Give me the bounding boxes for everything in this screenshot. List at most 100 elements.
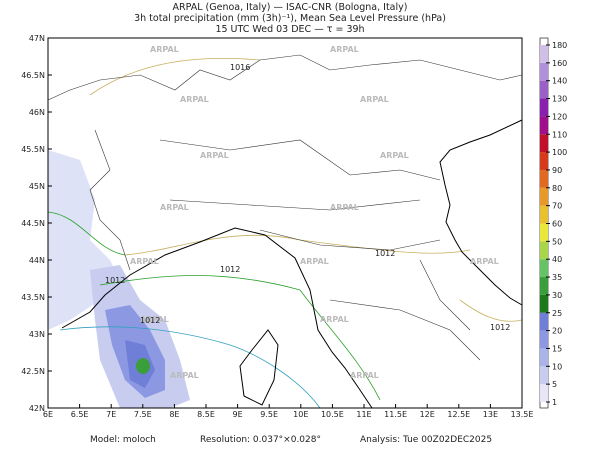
- border: [89, 129, 131, 271]
- colorbar-swatch: [540, 259, 548, 278]
- colorbar-swatch: [540, 116, 548, 135]
- lat-label: 45N: [29, 182, 45, 191]
- colorbar-label: 60: [552, 220, 562, 229]
- lat-label: 47N: [29, 34, 45, 43]
- isobar: [47, 211, 126, 256]
- lon-label: 11E: [356, 410, 371, 419]
- colorbar-swatch: [540, 80, 548, 99]
- lat-label: 46N: [29, 108, 45, 117]
- header-line: 15 UTC Wed 03 DEC — τ = 39h: [215, 24, 364, 35]
- lat-label: 44N: [29, 256, 45, 265]
- lat-label: 44.5N: [21, 219, 45, 228]
- watermark: ARPAL: [320, 315, 349, 324]
- lat-label: 42N: [29, 404, 45, 413]
- colorbar-label: 120: [552, 112, 567, 121]
- colorbar-swatch: [540, 241, 548, 260]
- watermark: ARPAL: [180, 95, 209, 104]
- watermark: ARPAL: [140, 315, 169, 324]
- lon-label: 11.5E: [384, 410, 407, 419]
- coastline: [239, 329, 279, 406]
- watermark: ARPAL: [150, 45, 179, 54]
- colorbar-label: 20: [552, 327, 562, 336]
- isobar: [89, 57, 261, 96]
- isobar-label: 1012: [105, 276, 125, 285]
- colorbar-label: 70: [552, 202, 562, 211]
- colorbar-swatch: [540, 62, 548, 81]
- lon-label: 9E: [233, 410, 243, 419]
- lon-label: 12E: [420, 410, 435, 419]
- lon-label: 6E: [43, 410, 53, 419]
- watermark: ARPAL: [160, 203, 189, 212]
- colorbar-swatch: [540, 205, 548, 224]
- lat-label: 43.5N: [21, 293, 45, 302]
- colorbar-swatch: [540, 294, 548, 313]
- precip-area: [136, 358, 150, 374]
- colorbar-label: 140: [552, 77, 567, 86]
- colorbar-swatch: [540, 223, 548, 242]
- colorbar-label: 40: [552, 255, 562, 264]
- colorbar-label: 10: [552, 362, 562, 371]
- colorbar-swatch: [540, 152, 548, 170]
- lon-label: 9.5E: [260, 410, 278, 419]
- watermark: ARPAL: [200, 151, 229, 160]
- map-area: [47, 37, 523, 409]
- isobar-label: 1012: [220, 265, 240, 274]
- colorbar-label: 5: [552, 380, 557, 389]
- footer-model: Model: moloch: [90, 435, 156, 445]
- colorbar-swatch: [540, 277, 548, 295]
- lon-label: 6.5E: [71, 410, 89, 419]
- coastline: [61, 227, 373, 409]
- colorbar-label: 100: [552, 148, 567, 157]
- colorbar-label: 160: [552, 59, 567, 68]
- lon-label: 10.5E: [321, 410, 344, 419]
- watermark: ARPAL: [380, 151, 409, 160]
- isobar-label: 1012: [375, 249, 395, 258]
- header-line: 3h total precipitation (mm (3h)⁻¹), Mean…: [134, 13, 446, 24]
- lat-label: 45.5N: [21, 145, 45, 154]
- lon-label: 7E: [106, 410, 116, 419]
- isobar-label: 1012: [140, 316, 160, 325]
- isobar-label: 1016: [230, 63, 250, 72]
- lat-label: 46.5N: [21, 71, 45, 80]
- lat-label: 43N: [29, 330, 45, 339]
- colorbar-swatch: [540, 187, 548, 206]
- colorbar-swatch: [540, 98, 548, 117]
- lon-label: 13.5E: [511, 410, 534, 419]
- colorbar-label: 30: [552, 291, 562, 300]
- lon-label: 8E: [169, 410, 179, 419]
- isobar: [459, 299, 523, 322]
- watermark: ARPAL: [130, 257, 159, 266]
- colorbar-swatch: [540, 384, 548, 402]
- colorbar-label: 130: [552, 95, 567, 104]
- colorbar-label: 50: [552, 237, 562, 246]
- border: [47, 54, 523, 101]
- lon-label: 13E: [483, 410, 498, 419]
- colorbar-label: 25: [552, 309, 562, 318]
- lat-label: 42.5N: [21, 367, 45, 376]
- colorbar-swatch: [540, 330, 548, 349]
- watermark: ARPAL: [330, 203, 359, 212]
- header-line: ARPAL (Genoa, Italy) — ISAC-CNR (Bologna…: [173, 2, 408, 13]
- colorbar-label: 180: [552, 41, 567, 50]
- isobar-label: 1012: [490, 323, 510, 332]
- lon-label: 12.5E: [447, 410, 470, 419]
- colorbar-swatch: [540, 366, 548, 385]
- colorbar-label: 80: [552, 184, 562, 193]
- footer-analysis: Analysis: Tue 00Z02DEC2025: [360, 435, 492, 445]
- coastline: [439, 119, 523, 306]
- colorbar-label: 90: [552, 166, 562, 175]
- lon-label: 10E: [293, 410, 308, 419]
- colorbar-label: 110: [552, 130, 567, 139]
- colorbar-label: 1: [552, 398, 557, 407]
- colorbar-swatch: [540, 348, 548, 367]
- watermark: ARPAL: [360, 95, 389, 104]
- colorbar-swatch: [540, 169, 548, 188]
- colorbar-label: 15: [552, 344, 562, 353]
- lon-label: 7.5E: [134, 410, 152, 419]
- watermark: ARPAL: [470, 257, 499, 266]
- footer-resolution: Resolution: 0.037°×0.028°: [200, 435, 321, 445]
- border: [159, 139, 481, 361]
- lon-label: 8.5E: [197, 410, 215, 419]
- watermark: ARPAL: [170, 371, 199, 380]
